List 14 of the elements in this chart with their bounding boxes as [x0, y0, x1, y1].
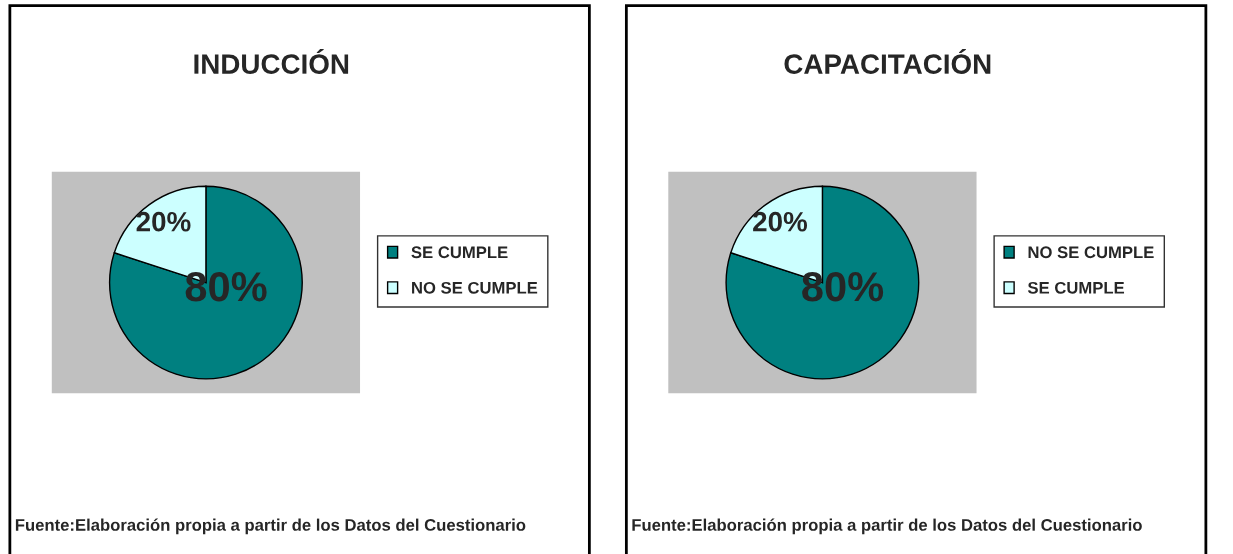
- legend-label: NO SE CUMPLE: [412, 281, 538, 294]
- legend-label: NO SE CUMPLE: [1028, 246, 1154, 259]
- source-note: Fuente:Elaboración propia a partir de los Datos del Cuestionario: [632, 518, 1142, 535]
- data-label: 20%: [753, 211, 808, 232]
- chart-title: CAPACITACIÓN: [784, 49, 991, 74]
- chart-title: INDUCCIÓN: [194, 49, 349, 74]
- data-label: 80%: [185, 272, 267, 302]
- legend-label: SE CUMPLE: [411, 246, 508, 259]
- pie-slice: [108, 185, 303, 380]
- pie-slice: [725, 185, 920, 380]
- data-label: 80%: [802, 272, 884, 302]
- legend-label: SE CUMPLE: [1027, 281, 1125, 294]
- data-label: 20%: [136, 211, 191, 232]
- source-note: Fuente:Elaboración propia a partir de los Datos del Cuestionario: [15, 518, 526, 535]
